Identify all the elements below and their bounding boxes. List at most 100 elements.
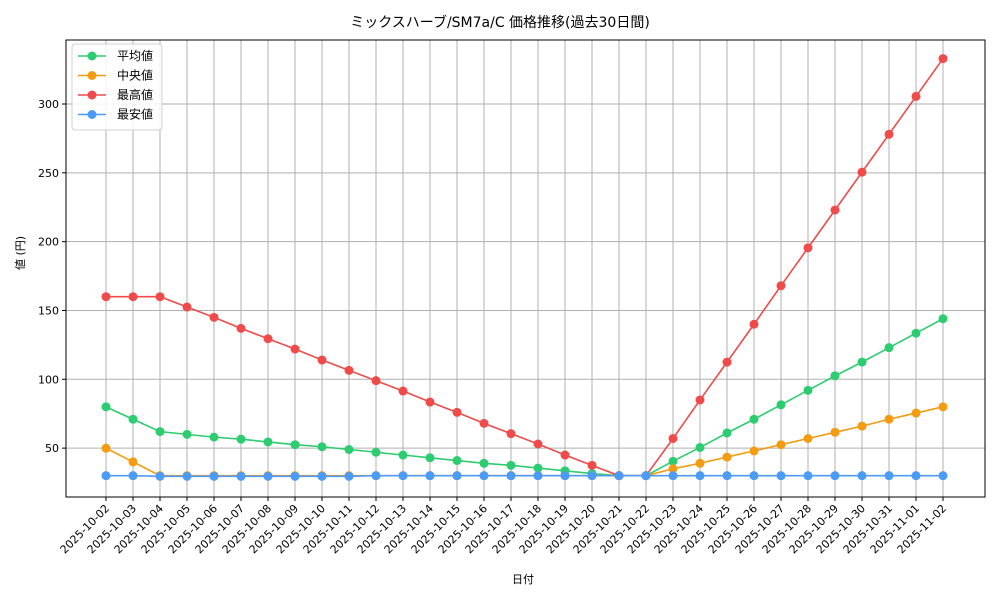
svg-text:250: 250: [38, 167, 59, 180]
data-point: [803, 471, 813, 481]
data-point: [587, 471, 597, 481]
data-point: [668, 471, 678, 481]
data-point: [263, 471, 273, 481]
data-point: [344, 445, 354, 455]
data-point: [371, 471, 381, 481]
series-2: [101, 54, 948, 481]
data-point: [830, 205, 840, 215]
data-point: [857, 357, 867, 367]
data-point: [128, 457, 138, 467]
data-point: [614, 471, 624, 481]
svg-text:200: 200: [38, 236, 59, 249]
data-point: [722, 428, 732, 438]
y-axis-ticks: 50 100 150 200 250 300: [38, 98, 66, 455]
data-point: [101, 292, 111, 302]
legend-label: 最安値: [117, 107, 153, 122]
data-point: [155, 427, 165, 437]
data-point: [209, 312, 219, 322]
data-point: [155, 471, 165, 481]
data-point: [533, 439, 543, 449]
data-point: [479, 471, 489, 481]
data-point: [641, 471, 651, 481]
legend-label: 平均値: [117, 48, 153, 63]
data-point: [452, 456, 462, 466]
data-point: [803, 433, 813, 443]
data-point: [263, 334, 273, 344]
axes-frame: [65, 39, 986, 498]
data-point: [452, 471, 462, 481]
data-point: [128, 471, 138, 481]
data-point: [371, 376, 381, 386]
data-point: [695, 395, 705, 405]
data-point: [776, 471, 786, 481]
data-point: [695, 471, 705, 481]
data-point: [425, 471, 435, 481]
data-point: [182, 471, 192, 481]
data-point: [722, 357, 732, 367]
svg-text:300: 300: [38, 98, 59, 111]
series-1: [101, 402, 948, 481]
data-point: [236, 471, 246, 481]
data-point: [209, 432, 219, 442]
data-point: [425, 453, 435, 463]
data-point: [452, 407, 462, 417]
data-point: [884, 343, 894, 353]
data-point: [506, 429, 516, 439]
data-point: [533, 463, 543, 473]
data-point: [560, 450, 570, 460]
data-point: [857, 471, 867, 481]
data-point: [938, 402, 948, 412]
data-point: [479, 418, 489, 428]
data-point: [128, 414, 138, 424]
legend-label: 最高値: [117, 87, 153, 102]
data-point: [938, 54, 948, 64]
data-point: [290, 471, 300, 481]
data-point: [587, 460, 597, 470]
data-point: [884, 414, 894, 424]
data-point: [668, 464, 678, 474]
data-point: [722, 471, 732, 481]
data-point: [884, 471, 894, 481]
data-point: [398, 450, 408, 460]
data-point: [479, 458, 489, 468]
data-point: [695, 442, 705, 452]
data-point: [209, 471, 219, 481]
series-3: [101, 471, 948, 481]
data-point: [128, 292, 138, 302]
data-point: [776, 281, 786, 291]
data-point: [749, 319, 759, 329]
data-point: [695, 458, 705, 468]
legend-label: 中央値: [117, 68, 153, 83]
data-point: [857, 167, 867, 177]
data-point: [938, 314, 948, 324]
data-point: [101, 443, 111, 453]
data-point: [911, 328, 921, 338]
data-point: [911, 471, 921, 481]
data-point: [938, 471, 948, 481]
data-point: [182, 302, 192, 312]
data-point: [101, 471, 111, 481]
data-point: [506, 460, 516, 470]
data-point: [236, 434, 246, 444]
data-point: [560, 471, 570, 481]
data-point: [317, 442, 327, 452]
data-point: [749, 471, 759, 481]
svg-text:150: 150: [38, 304, 59, 317]
data-point: [236, 323, 246, 333]
data-point: [830, 371, 840, 381]
data-point: [317, 471, 327, 481]
grid: [66, 40, 985, 497]
data-point: [668, 433, 678, 443]
data-point: [830, 471, 840, 481]
data-point: [830, 427, 840, 437]
data-point: [182, 429, 192, 439]
data-point: [317, 355, 327, 365]
data-point: [911, 408, 921, 418]
data-point: [290, 440, 300, 450]
x-axis-ticks: 2025-10-022025-10-032025-10-042025-10-05…: [58, 497, 949, 556]
data-point: [749, 446, 759, 456]
data-point: [911, 91, 921, 101]
data-point: [425, 397, 435, 407]
data-point: [506, 471, 516, 481]
